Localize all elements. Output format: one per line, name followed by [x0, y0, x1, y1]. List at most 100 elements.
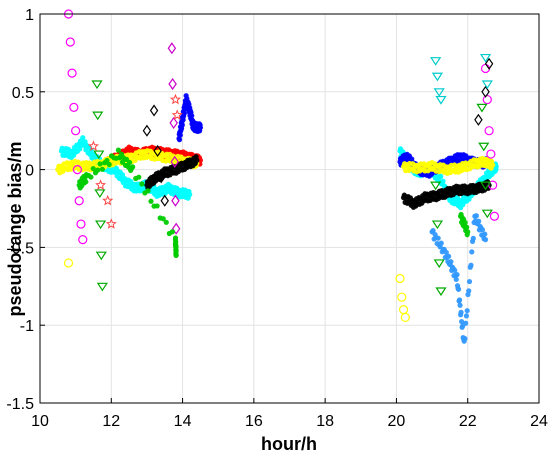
- data-point: [80, 135, 86, 141]
- data-point: [470, 235, 476, 241]
- data-point: [453, 276, 459, 283]
- triangle-marker: [481, 209, 493, 219]
- star-marker: [169, 93, 181, 105]
- circle-marker: [397, 292, 407, 302]
- triangle-marker: [433, 88, 445, 97]
- x-tick-label: 18: [316, 413, 334, 430]
- data-point: [145, 188, 151, 194]
- star-marker: [87, 140, 100, 151]
- tick-labels: 10 12 14 16 18 20 22 24 -1.5 -1 -0.5 0 0.5 1: [6, 7, 548, 430]
- data-point: [181, 110, 187, 116]
- triangle-marker: [435, 287, 447, 297]
- diamond-marker: [474, 113, 483, 126]
- star-marker: [105, 218, 117, 229]
- data-point: [169, 229, 175, 235]
- data-point: [458, 309, 464, 315]
- data-point: [482, 231, 488, 237]
- data-point: [119, 172, 126, 178]
- data-point: [466, 288, 472, 294]
- diamond-marker: [171, 194, 180, 207]
- data-point: [104, 157, 110, 164]
- data-point: [197, 124, 203, 131]
- circle-marker: [486, 149, 496, 159]
- triangle-marker: [93, 150, 105, 160]
- circle-marker: [72, 165, 83, 175]
- data-point: [409, 156, 415, 162]
- circle-marker: [400, 312, 410, 323]
- y-tick-label: -1: [20, 318, 34, 335]
- y-tick-label: 0: [25, 163, 34, 180]
- triangle-marker: [95, 251, 107, 261]
- data-point: [106, 161, 112, 168]
- diamond-marker: [160, 194, 169, 207]
- y-tick-label: 0.5: [12, 85, 34, 102]
- circle-marker: [69, 102, 79, 112]
- x-tick-label: 20: [388, 413, 406, 430]
- diamond-marker: [171, 222, 181, 235]
- triangle-marker: [94, 220, 107, 230]
- triangle-marker: [481, 80, 493, 90]
- data-point: [459, 318, 465, 325]
- circle-marker: [71, 126, 81, 136]
- data-point: [476, 218, 482, 224]
- x-tick-label: 14: [174, 413, 192, 430]
- diamond-marker: [167, 42, 177, 55]
- data-point: [197, 157, 203, 163]
- data-point: [468, 262, 474, 268]
- triangle-marker: [431, 220, 444, 230]
- diamond-marker: [170, 155, 179, 168]
- grid-lines: [40, 14, 539, 403]
- data-point: [187, 191, 193, 198]
- data-point: [136, 174, 142, 180]
- data-point: [456, 297, 463, 303]
- diamond-marker: [484, 57, 494, 70]
- circle-marker: [67, 68, 77, 78]
- data-point: [466, 278, 473, 285]
- triangle-marker: [430, 57, 442, 66]
- plot-frame: [39, 13, 540, 404]
- data-point: [482, 237, 489, 243]
- circle-marker: [489, 211, 500, 221]
- y-axis-title: pseudorange bias/m: [5, 141, 25, 316]
- triangle-marker: [476, 103, 488, 113]
- circle-marker: [395, 273, 405, 284]
- diamond-marker: [169, 116, 178, 129]
- x-tick-label: 10: [31, 413, 49, 430]
- triangle-marker: [91, 80, 103, 90]
- x-axis-title: hour/h: [261, 434, 317, 454]
- data-point: [463, 313, 470, 319]
- triangle-marker: [430, 181, 442, 191]
- diamond-marker: [153, 144, 162, 157]
- data-point: [438, 240, 444, 246]
- data-point: [455, 286, 462, 292]
- circle-marker: [76, 219, 86, 229]
- data-point: [473, 213, 479, 219]
- data-point: [463, 320, 469, 326]
- data-point: [189, 113, 195, 119]
- data-point: [173, 239, 179, 245]
- data-point: [88, 174, 94, 180]
- x-tick-label: 16: [245, 413, 263, 430]
- triangle-marker: [96, 282, 108, 292]
- data-point: [130, 164, 136, 170]
- data-point: [464, 308, 470, 314]
- data-point: [127, 159, 133, 166]
- data-point: [440, 178, 446, 184]
- data-point: [99, 166, 105, 172]
- data-point: [177, 132, 183, 138]
- y-tick-label: 1: [25, 7, 34, 24]
- data-point: [194, 157, 200, 163]
- circle-marker: [63, 258, 74, 268]
- diamond-marker: [168, 77, 177, 91]
- data-point: [438, 173, 444, 180]
- triangle-marker: [94, 189, 106, 199]
- data-point: [173, 247, 179, 253]
- data-point: [464, 224, 470, 230]
- data-point: [154, 203, 160, 209]
- data-point: [446, 253, 452, 259]
- data-point: [77, 146, 83, 152]
- triangle-marker: [433, 259, 445, 269]
- x-tick-label: 22: [459, 413, 477, 430]
- data-point: [448, 259, 454, 265]
